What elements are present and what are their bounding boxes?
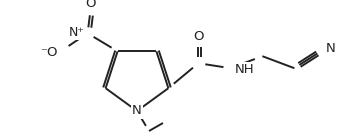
Text: O: O [193,30,204,43]
Text: N: N [132,104,142,117]
Text: NH: NH [234,63,254,76]
Text: ⁻O: ⁻O [40,46,58,59]
Text: O: O [85,0,96,10]
Text: N⁺: N⁺ [69,26,85,39]
Text: N: N [326,42,335,55]
